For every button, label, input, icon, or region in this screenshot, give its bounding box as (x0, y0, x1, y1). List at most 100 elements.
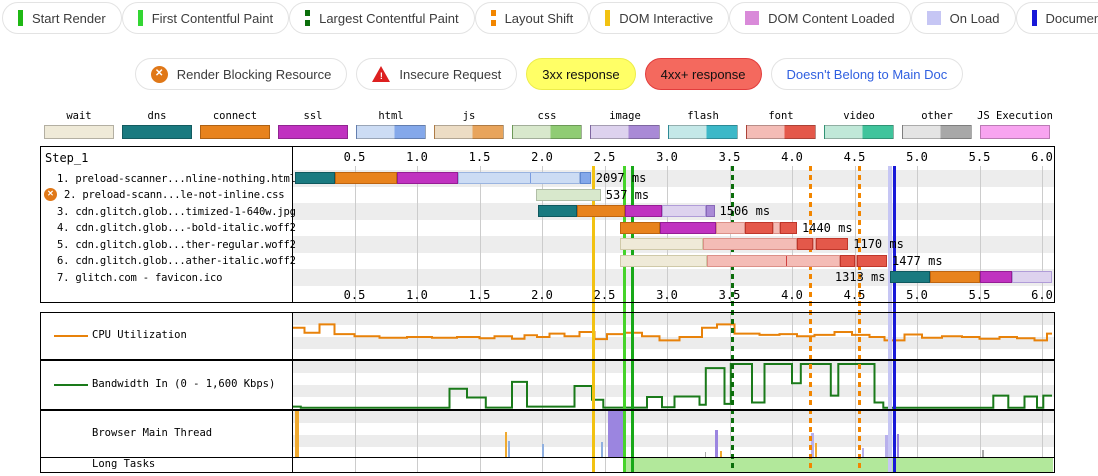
phase-key-label: dns (147, 110, 167, 122)
dash-segment (305, 10, 311, 16)
cpu-box-separator (292, 312, 293, 360)
phase-key-swatch (746, 125, 816, 139)
request-segment-connect (577, 205, 625, 217)
axis-tick-label: 4.5 (843, 150, 866, 164)
request-row[interactable]: 1. preload-scanner...nline-nothing.html (40, 170, 296, 187)
gridline-4.5 (854, 166, 856, 302)
legend-pill-label: Layout Shift (504, 10, 574, 26)
phase-key-label: wait (66, 110, 92, 122)
request-time-label: 1170 ms (853, 237, 904, 251)
gridline-4.0 (792, 361, 793, 409)
gridline-4.0 (792, 313, 793, 359)
axis-tick-label: 1.5 (468, 288, 491, 302)
long-tasks-label: Long Tasks (92, 458, 156, 470)
gridline-1.0 (417, 458, 418, 472)
legend-pill-label: Insecure Request (399, 66, 502, 82)
axis-tick-label: 5.5 (968, 288, 991, 302)
gridline-2.5 (604, 313, 606, 359)
request-segment-font_dark (839, 254, 855, 267)
request-segment-ssl (397, 172, 459, 184)
phase-key-flash: flash (664, 110, 742, 139)
gridline-0.5 (354, 166, 356, 302)
request-time-label: 1477 ms (892, 253, 943, 268)
request-segment-connect (334, 172, 397, 184)
gridline-3.0 (667, 313, 668, 359)
main-thread-spike (504, 431, 507, 457)
legend-pill-label: 3xx response (542, 66, 620, 82)
phase-key-swatch (278, 125, 348, 139)
browser-main-thread-label: Browser Main Thread (92, 427, 213, 439)
axis-tick-label: 2.5 (593, 288, 616, 302)
layout-shift-1-marker (809, 166, 813, 473)
phase-key-js-execution: JS Execution (976, 110, 1054, 139)
request-segment-image_light (1012, 271, 1052, 283)
axis-tick-label: 3.0 (656, 288, 678, 302)
request-segment-font_light (707, 254, 840, 267)
axis-tick-label: 0.5 (343, 288, 366, 302)
first-contentful-paint-marker (630, 166, 634, 473)
gridline-3.0 (667, 361, 668, 409)
start-render-marker (623, 166, 626, 473)
request-segment-css_light (535, 188, 601, 201)
main-thread-spike (508, 440, 511, 457)
request-row[interactable]: ✕ 2. preload-scann...le-not-inline.css (40, 187, 292, 204)
axis-tick-label: 5.0 (906, 150, 928, 164)
request-segment-html_light (458, 172, 580, 184)
legend-pill-label: DOM Content Loaded (768, 10, 895, 26)
request-segment-wait (619, 254, 707, 267)
request-label: 1. preload-scanner...nline-nothing.html (57, 172, 296, 185)
render-blocking-icon: ✕ (44, 187, 57, 201)
legend-pill-label: First Contentful Paint (151, 10, 274, 26)
request-row[interactable]: 5. cdn.glitch.glob...ther-regular.woff2 (40, 236, 296, 253)
axis-tick-label: 5.5 (968, 150, 991, 164)
gridline-2.0 (542, 411, 543, 457)
gridline-0.5 (354, 361, 356, 409)
request-label: 5. cdn.glitch.glob...ther-regular.woff2 (57, 238, 296, 251)
request-segment-font_dark (797, 238, 814, 250)
legend-pill-4xx-response: 4xx+ response (644, 58, 762, 90)
phase-key-ssl: ssl (274, 110, 352, 139)
request-row[interactable]: 3. cdn.glitch.glob...timized-1-640w.jpg (40, 203, 296, 220)
phase-key-swatch (122, 125, 192, 139)
phase-key-swatch (44, 125, 114, 139)
legend-pill-layout-shift: Layout Shift (474, 2, 590, 34)
request-segment-dns (538, 205, 577, 217)
phase-key-label: font (768, 110, 794, 122)
main-thread-spike (542, 444, 544, 457)
request-label: 7. glitch.com - favicon.ico (57, 271, 223, 284)
main-thread-spike (704, 452, 706, 457)
request-segment-ssl (659, 221, 716, 234)
request-row[interactable]: 4. cdn.glitch.glob...-bold-italic.woff2 (40, 220, 296, 237)
gridline-1.0 (417, 166, 418, 302)
main-thread-spike (897, 434, 899, 457)
request-row[interactable]: 7. glitch.com - favicon.ico (40, 269, 292, 286)
request-segment-html_dark (579, 172, 591, 184)
insecure-request-icon: ! (372, 66, 391, 82)
legend-pill-3xx-response: 3xx response (526, 58, 636, 90)
main-thread-spike (814, 443, 817, 457)
layout-shift-icon (490, 10, 496, 26)
phase-key-swatch (902, 125, 972, 139)
cpu-utilization-label: CPU Utilization (92, 329, 187, 341)
gridline-2.0 (542, 458, 543, 472)
gridline-4.5 (854, 313, 856, 359)
legend-pill-label: 4xx+ response (660, 66, 746, 82)
phase-key-label: video (843, 110, 875, 122)
largest-contentful-paint-marker (730, 166, 734, 473)
gridline-5.0 (917, 313, 918, 359)
phase-key-swatch (980, 125, 1050, 139)
legend-pill-document-complete: Document Complete (1015, 2, 1098, 34)
phase-key-label: js (462, 110, 476, 122)
gridline-1.0 (417, 361, 418, 409)
legend-pill-render-blocking-resource: ✕ Render Blocking Resource (134, 58, 348, 90)
paint-events-legend: Start Render First Contentful Paint Larges… (0, 2, 1098, 34)
phase-color-key: wait dns connect ssl html js css image flash font… (40, 110, 1056, 139)
phase-key-swatch (434, 125, 504, 139)
bandwidth-in-label: Bandwidth In (0 - 1,600 Kbps) (92, 378, 276, 390)
request-row[interactable]: 6. cdn.glitch.glob...ather-italic.woff2 (40, 253, 296, 270)
waterfall-table-separator (292, 146, 293, 303)
long-tasks-box-separator (292, 457, 293, 473)
step-label: Step_1 (45, 151, 89, 165)
main-thread-spike (810, 433, 814, 457)
